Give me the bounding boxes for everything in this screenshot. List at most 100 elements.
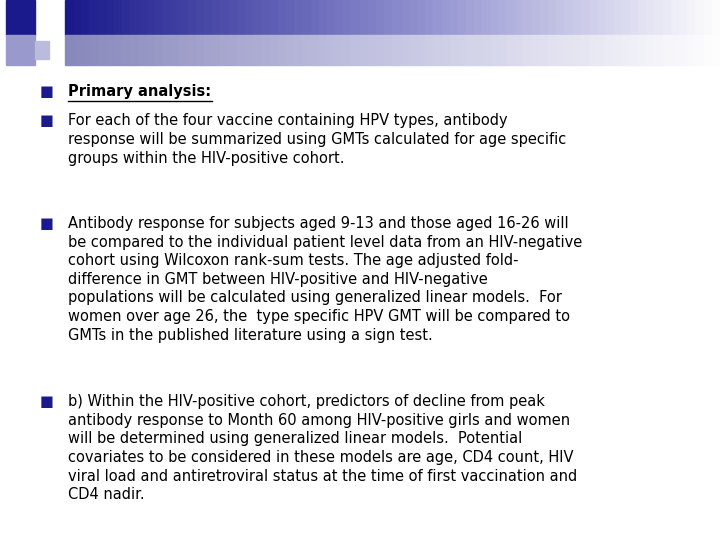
Bar — [212, 0, 220, 35]
Bar — [179, 0, 188, 35]
Bar — [606, 35, 613, 65]
Bar — [597, 35, 606, 65]
Bar — [466, 35, 474, 65]
Bar — [499, 35, 507, 65]
Bar — [433, 0, 441, 35]
Bar — [491, 35, 499, 65]
Bar — [253, 0, 261, 35]
Bar — [507, 35, 516, 65]
Bar — [654, 0, 662, 35]
Bar — [114, 35, 122, 65]
Bar — [351, 35, 360, 65]
Bar — [6, 0, 35, 35]
Bar — [368, 35, 376, 65]
Bar — [662, 35, 671, 65]
Bar — [278, 0, 286, 35]
Bar — [294, 0, 302, 35]
Bar — [261, 35, 269, 65]
Bar — [302, 35, 310, 65]
Bar — [310, 0, 319, 35]
Bar — [89, 35, 98, 65]
Bar — [425, 35, 433, 65]
Bar — [540, 0, 548, 35]
Bar — [581, 0, 589, 35]
Bar — [73, 35, 81, 65]
Bar — [376, 0, 384, 35]
Bar — [237, 35, 245, 65]
Bar — [220, 35, 229, 65]
Bar — [335, 35, 343, 65]
Bar — [269, 35, 278, 65]
Bar — [171, 0, 179, 35]
Bar — [433, 35, 441, 65]
Bar — [163, 35, 171, 65]
Bar — [188, 35, 196, 65]
Bar — [523, 0, 531, 35]
Bar — [138, 0, 147, 35]
Bar — [245, 35, 253, 65]
Bar — [253, 35, 261, 65]
Bar — [474, 0, 482, 35]
Bar — [147, 0, 155, 35]
Bar — [335, 0, 343, 35]
Bar — [286, 0, 294, 35]
Bar — [458, 0, 466, 35]
Bar — [621, 0, 630, 35]
Bar — [392, 35, 400, 65]
Bar — [606, 0, 613, 35]
Bar — [441, 0, 450, 35]
Bar — [122, 0, 130, 35]
Bar — [229, 35, 237, 65]
Bar — [613, 0, 622, 35]
Bar — [310, 35, 319, 65]
Bar — [376, 35, 384, 65]
Bar — [278, 35, 286, 65]
Bar — [516, 0, 523, 35]
Bar — [130, 35, 138, 65]
Bar — [630, 35, 638, 65]
Bar — [466, 0, 474, 35]
Bar — [630, 0, 638, 35]
Bar — [155, 35, 163, 65]
Text: Primary analysis:: Primary analysis: — [68, 84, 212, 99]
Bar — [482, 0, 491, 35]
Bar — [212, 35, 220, 65]
Bar — [384, 35, 392, 65]
Bar — [499, 0, 507, 35]
Bar — [81, 0, 89, 35]
Bar — [703, 0, 712, 35]
Bar — [73, 0, 81, 35]
Bar — [417, 0, 425, 35]
Bar — [638, 35, 647, 65]
Bar — [654, 35, 662, 65]
Bar — [368, 0, 376, 35]
Bar — [638, 0, 647, 35]
Bar — [409, 35, 417, 65]
Bar — [712, 35, 720, 65]
Text: ■: ■ — [40, 84, 53, 99]
Text: ■: ■ — [40, 394, 53, 409]
Bar — [360, 35, 368, 65]
Bar — [523, 35, 531, 65]
Bar — [229, 0, 237, 35]
Text: Antibody response for subjects aged 9-13 and those aged 16-26 will
be compared t: Antibody response for subjects aged 9-13… — [68, 216, 582, 342]
Bar — [507, 0, 516, 35]
Bar — [294, 35, 302, 65]
Bar — [106, 35, 114, 65]
Text: For each of the four vaccine containing HPV types, antibody
response will be sum: For each of the four vaccine containing … — [68, 113, 567, 166]
Bar — [581, 35, 589, 65]
Bar — [613, 35, 622, 65]
Bar — [516, 35, 523, 65]
Bar — [384, 0, 392, 35]
Bar — [712, 0, 720, 35]
Bar — [327, 0, 335, 35]
Bar — [531, 0, 540, 35]
Bar — [245, 0, 253, 35]
Bar — [204, 35, 212, 65]
Bar — [360, 0, 368, 35]
Text: ■: ■ — [40, 113, 53, 129]
Bar — [458, 35, 466, 65]
Bar — [679, 35, 687, 65]
Bar — [696, 0, 703, 35]
Bar — [696, 35, 703, 65]
